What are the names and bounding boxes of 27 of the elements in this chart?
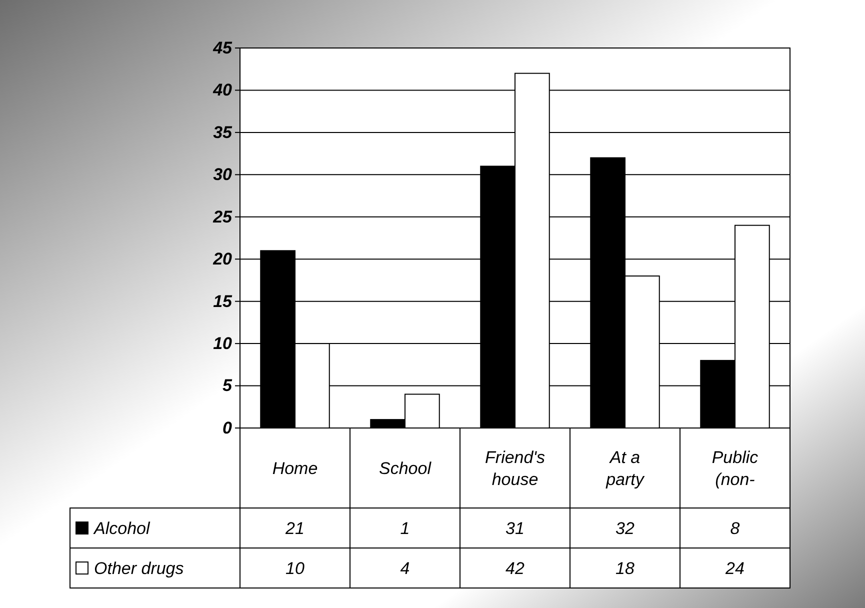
y-tick-label: 0 <box>222 418 233 438</box>
y-tick-label: 35 <box>213 122 233 142</box>
y-tick-label: 5 <box>222 376 233 396</box>
x-tick-label: At a party <box>605 448 646 489</box>
data-label: 32 <box>616 519 635 538</box>
legend-label: Other drugs <box>94 559 184 578</box>
data-label: 10 <box>286 559 305 578</box>
x-tick-label: Home <box>272 459 318 478</box>
data-label: 21 <box>284 519 304 538</box>
y-tick-label: 10 <box>213 334 233 353</box>
x-tick-label: School <box>379 459 432 478</box>
x-tick-label: Friend's house <box>485 448 546 489</box>
data-label: 42 <box>506 559 525 578</box>
data-label: 8 <box>730 519 740 538</box>
y-tick-label: 45 <box>212 38 233 58</box>
data-label: 4 <box>400 559 410 578</box>
x-tick-label: Public (non- <box>712 448 759 489</box>
data-label: 18 <box>616 559 635 578</box>
data-label: 24 <box>724 559 744 578</box>
data-label: 31 <box>506 519 524 538</box>
y-tick-label: 20 <box>212 250 233 269</box>
data-label: 1 <box>400 519 410 538</box>
y-tick-label: 25 <box>212 207 233 226</box>
y-tick-label: 15 <box>213 292 233 311</box>
y-tick-label: 40 <box>212 80 233 100</box>
legend-label: Alcohol <box>93 519 151 538</box>
y-tick-label: 30 <box>213 165 233 184</box>
